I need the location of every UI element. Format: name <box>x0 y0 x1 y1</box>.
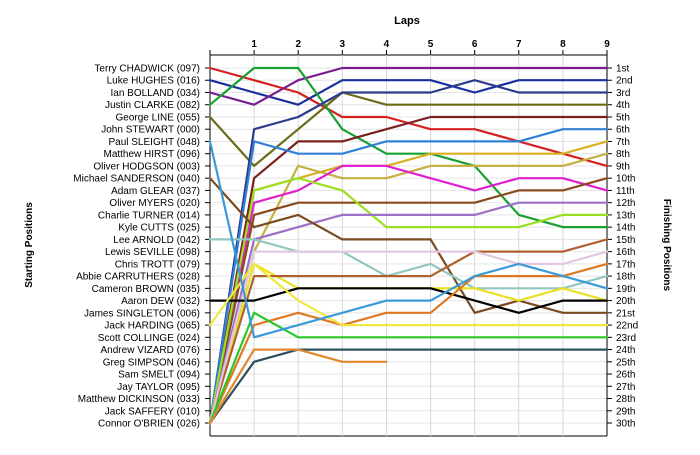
driver-label: Charlie TURNER (014) <box>98 210 200 221</box>
finishing-position-label: 7th <box>616 137 630 148</box>
driver-label: Aaron DEW (032) <box>121 296 200 307</box>
finishing-position-label: 28th <box>616 394 635 405</box>
finishing-position-label: 14th <box>616 223 635 234</box>
driver-line <box>208 177 609 425</box>
driver-label: Kyle CUTTS (025) <box>118 223 200 234</box>
lap-tick-label: 5 <box>428 39 434 50</box>
driver-label: John STEWART (000) <box>101 125 200 136</box>
finishing-position-label: 4th <box>616 100 630 111</box>
driver-line <box>208 250 609 425</box>
driver-label: Jack HARDING (065) <box>104 321 200 332</box>
driver-label: James SINGLETON (006) <box>84 308 200 319</box>
driver-line <box>208 128 609 425</box>
finishing-position-label: 2nd <box>616 76 633 87</box>
driver-line <box>208 348 388 425</box>
finishing-position-label: 15th <box>616 235 635 246</box>
finishing-position-label: 27th <box>616 382 635 393</box>
lap-tick-label: 6 <box>472 39 478 50</box>
driver-line <box>208 164 609 425</box>
finishing-position-label: 17th <box>616 259 635 270</box>
finishing-position-label: 26th <box>616 370 635 381</box>
driver-label: Terry CHADWICK (097) <box>94 64 200 75</box>
driver-label: Lewis SEVILLE (098) <box>105 247 200 258</box>
finishing-position-label: 16th <box>616 247 635 258</box>
finishing-position-label: 1st <box>616 64 630 75</box>
driver-label: Chris TROTT (079) <box>115 259 200 270</box>
driver-line <box>208 140 609 425</box>
finishing-position-label: 8th <box>616 149 630 160</box>
finishing-position-label: 22nd <box>616 321 638 332</box>
driver-line <box>208 287 609 314</box>
driver-label: Sam SMELT (094) <box>118 370 200 381</box>
finishing-position-label: 25th <box>616 357 635 368</box>
finishing-position-label: 10th <box>616 174 635 185</box>
finishing-position-label: 6th <box>616 125 630 136</box>
driver-label: Matthew HIRST (096) <box>103 149 200 160</box>
lines-layer <box>208 66 609 425</box>
finishing-position-label: 20th <box>616 296 635 307</box>
lap-tick-label: 8 <box>560 39 566 50</box>
finishing-position-label: 18th <box>616 272 635 283</box>
driver-label: Greg SIMPSON (046) <box>103 357 200 368</box>
driver-label: Paul SLEIGHT (048) <box>108 137 200 148</box>
driver-label: George LINE (055) <box>116 112 201 123</box>
finishing-position-label: 12th <box>616 198 635 209</box>
finishing-position-label: 19th <box>616 284 635 295</box>
driver-label: Cameron BROWN (035) <box>92 284 200 295</box>
driver-line <box>208 66 609 106</box>
driver-line <box>208 201 609 425</box>
driver-line <box>208 262 609 425</box>
driver-label: Jay TAYLOR (095) <box>117 382 200 393</box>
driver-line <box>208 115 609 425</box>
driver-line <box>208 79 609 425</box>
driver-label: Jack SAFFERY (010) <box>105 406 200 417</box>
driver-label: Abbie CARRUTHERS (028) <box>76 272 200 283</box>
driver-line <box>208 79 609 106</box>
finishing-position-label: 23rd <box>616 333 636 344</box>
driver-label: Connor O'BRIEN (026) <box>98 419 200 430</box>
finishing-position-label: 11th <box>616 186 635 197</box>
driver-label: Lee ARNOLD (042) <box>113 235 200 246</box>
finishing-position-label: 9th <box>616 161 630 172</box>
finishing-position-label: 29th <box>616 406 635 417</box>
driver-label: Scott COLLINGE (024) <box>98 333 200 344</box>
chart-title: Laps <box>394 15 420 27</box>
finishing-position-label: 30th <box>616 419 635 430</box>
finishing-position-label: 21st <box>616 308 635 319</box>
driver-label: Matthew DICKINSON (033) <box>78 394 200 405</box>
y-axis-right-label: Finishing Positions <box>661 199 672 292</box>
driver-label: Ian BOLLAND (034) <box>111 88 201 99</box>
driver-label: Oliver HODGSON (003) <box>93 161 200 172</box>
driver-label: Andrew VIZARD (076) <box>101 345 200 356</box>
driver-line <box>208 311 609 425</box>
lap-tick-label: 4 <box>384 39 390 50</box>
driver-line <box>208 140 609 339</box>
driver-line <box>208 348 609 425</box>
lap-tick-label: 1 <box>251 39 257 50</box>
finishing-position-label: 24th <box>616 345 635 356</box>
driver-label: Justin CLARKE (082) <box>105 100 200 111</box>
finishing-position-label: 3rd <box>616 88 630 99</box>
lap-tick-label: 7 <box>516 39 522 50</box>
lap-tick-label: 2 <box>295 39 301 50</box>
lap-tick-label: 9 <box>604 39 610 50</box>
driver-line <box>208 177 609 425</box>
y-axis-left-label: Starting Positions <box>24 202 35 288</box>
lap-tick-label: 3 <box>340 39 346 50</box>
driver-label: Oliver MYERS (020) <box>109 198 200 209</box>
driver-label: Luke HUGHES (016) <box>107 76 200 87</box>
driver-label: Adam GLEAR (037) <box>111 186 200 197</box>
driver-label: Michael SANDERSON (040) <box>73 174 200 185</box>
finishing-position-label: 5th <box>616 112 630 123</box>
finishing-position-label: 13th <box>616 210 635 221</box>
driver-line <box>208 238 609 290</box>
driver-line <box>208 238 609 425</box>
driver-line <box>208 262 609 327</box>
